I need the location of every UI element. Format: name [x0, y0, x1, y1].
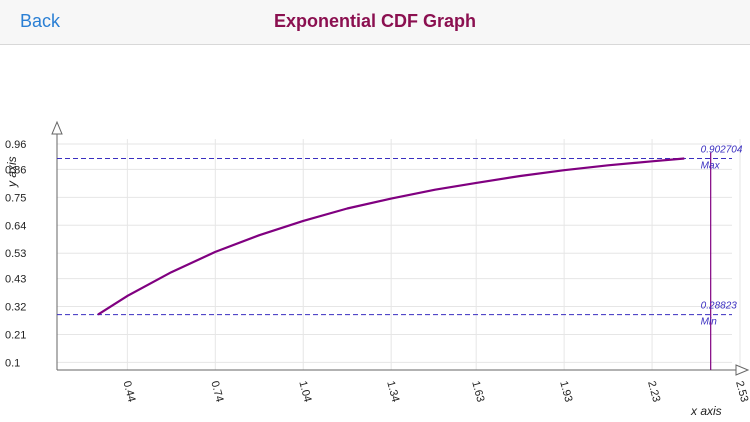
cdf-curve [97, 157, 685, 316]
y-tick-labels: 0.96 0.86 0.75 0.64 0.53 0.43 0.32 0.21 0.1 [5, 139, 26, 369]
y-tick-label: 0.21 [5, 329, 26, 341]
y-tick-label: 0.43 [5, 274, 26, 286]
x-tick-label: 0.44 [120, 380, 137, 404]
x-tick-label: 1.04 [296, 380, 313, 404]
cdf-curve-layer [97, 157, 685, 316]
max-value-label: 0.902704 [701, 145, 743, 156]
min-max-markers: 0.902704 Max 0.28823 Min [57, 145, 743, 370]
cdf-chart: 0.96 0.86 0.75 0.64 0.53 0.43 0.32 0.21 0.1 0.44… [5, 120, 750, 418]
x-tick-label: 1.34 [384, 380, 401, 404]
navigation-bar: Back Exponential CDF Graph [0, 0, 750, 45]
y-tick-label: 0.53 [5, 248, 26, 260]
x-axis-arrow [735, 364, 750, 376]
min-value-label: 0.28823 [701, 301, 738, 312]
y-tick-label: 0.32 [5, 302, 26, 314]
y-tick-label: 0.96 [5, 139, 26, 151]
chart-grid [57, 139, 741, 370]
x-tick-label: 2.23 [645, 380, 662, 404]
back-button[interactable]: Back [20, 11, 61, 31]
x-tick-label: 1.93 [557, 380, 574, 404]
x-tick-label: 2.53 [733, 380, 750, 404]
max-label: Max [701, 161, 721, 172]
y-tick-label: 0.75 [5, 192, 26, 204]
page-title: Exponential CDF Graph [273, 11, 477, 31]
y-axis-arrow [51, 120, 63, 135]
chart-axes [51, 120, 750, 376]
x-tick-labels: 0.44 0.74 1.04 1.34 1.63 1.93 2.23 2.53 [120, 380, 750, 404]
x-tick-label: 0.74 [208, 380, 225, 404]
y-tick-label: 0.86 [5, 164, 26, 176]
y-tick-label: 0.64 [5, 220, 26, 232]
x-tick-label: 1.63 [469, 380, 486, 404]
min-label: Min [701, 317, 718, 328]
y-axis-label: y axis [5, 156, 19, 188]
y-tick-label: 0.1 [5, 357, 20, 369]
x-axis-label: x axis [690, 404, 722, 418]
